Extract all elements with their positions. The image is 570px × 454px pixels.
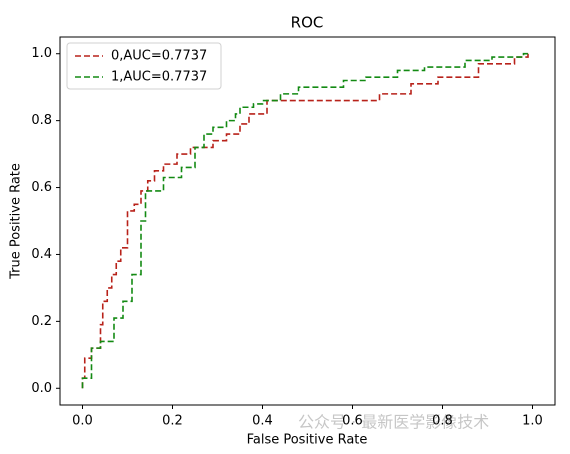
legend-label: 0,AUC=0.7737	[111, 49, 207, 64]
roc-line	[81, 52, 528, 389]
watermark: 公众号 · 最新医学影像技术	[298, 413, 489, 432]
x-tick-label: 1.0	[522, 414, 543, 429]
y-tick-label: 0.2	[31, 314, 52, 329]
y-tick-label: 1.0	[31, 46, 52, 61]
y-axis-label: True Positive Rate	[9, 163, 24, 280]
y-tick-label: 0.6	[31, 180, 52, 195]
legend-box	[66, 42, 222, 90]
y-tick-label: 0.0	[31, 381, 52, 396]
chart-title: ROC	[291, 14, 324, 32]
x-axis-label: False Positive Rate	[247, 433, 368, 448]
y-tick-label: 0.8	[31, 113, 52, 128]
x-tick-label: 0.8	[432, 414, 453, 429]
plot-frame	[59, 36, 556, 406]
roc-line	[81, 53, 529, 389]
y-tick-label: 0.4	[31, 247, 52, 262]
x-tick-label: 0.4	[252, 414, 273, 429]
x-tick-label: 0.2	[162, 414, 183, 429]
x-tick-label: 0.6	[342, 414, 363, 429]
legend-label: 1,AUC=0.7737	[111, 70, 207, 85]
x-tick-label: 0.0	[72, 414, 93, 429]
